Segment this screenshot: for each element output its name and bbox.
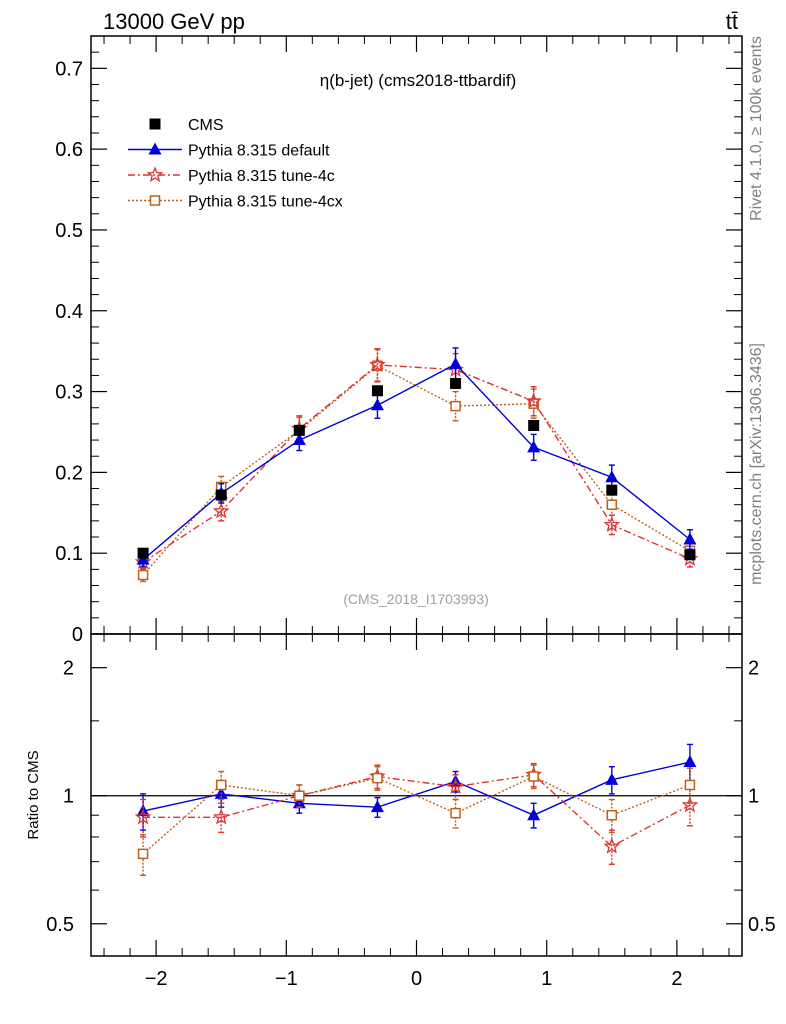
xtick-label: −1	[275, 968, 298, 990]
main-point	[369, 356, 386, 373]
xtick-label: 0	[411, 968, 422, 990]
main-point	[215, 489, 227, 501]
ratio-ytick-label-right: 1	[748, 786, 759, 808]
ratio-series	[134, 743, 699, 877]
xtick-label: 1	[541, 968, 552, 990]
ratio-point	[684, 779, 696, 791]
main-point	[212, 502, 230, 519]
main-ytick-label: 0.6	[55, 139, 83, 161]
ratio-series-triangle	[136, 743, 697, 831]
ratio-point	[606, 809, 618, 821]
ratio-point	[370, 800, 384, 813]
legend-label: Pythia 8.315 tune-4c	[188, 168, 335, 185]
main-ytick-label: 0.1	[55, 543, 83, 565]
main-point	[137, 569, 149, 581]
plot-title: η(b-jet) (cms2018-ttbardif)	[320, 71, 517, 90]
xtick-label: 2	[671, 968, 682, 990]
main-point	[293, 424, 305, 436]
ratio-point	[447, 777, 464, 794]
ratio-point	[294, 790, 305, 801]
ratio-ylabel: Ratio to CMS	[25, 750, 42, 839]
main-ytick-label: 0.3	[55, 382, 83, 404]
ratio-point	[605, 772, 619, 785]
main-point	[525, 392, 542, 409]
main-panel: 0 0.1 0.2 0.3 0.4 0.5 0.6 0.7 η(b-jet) (cms2018…	[55, 35, 743, 646]
ratio-point	[212, 808, 230, 825]
mcplots-side-label: mcplots.cern.ch [arXiv:1306.3436]	[748, 343, 765, 585]
ratio-point	[215, 779, 227, 791]
main-series-line	[142, 363, 691, 561]
ratio-point	[292, 796, 306, 809]
legend-marker	[149, 118, 161, 130]
main-ytick-label: 0.5	[55, 220, 83, 242]
legend-label: Pythia 8.315 tune-4cx	[188, 194, 343, 211]
ratio-point	[527, 808, 541, 821]
ratio-ytick-label: 2	[63, 658, 74, 680]
legend: CMS Pythia 8.315 default Pythia 8.315 tune…	[128, 117, 343, 211]
x-axis: −2 −1 0 1 2	[103, 634, 730, 990]
ratio-point	[137, 848, 149, 860]
ratio-point	[681, 796, 699, 813]
main-ytick-label: 0.4	[55, 301, 83, 323]
main-point	[137, 547, 149, 559]
main-ytick-label: 0	[72, 624, 83, 646]
header-right: tt̄	[726, 9, 738, 34]
main-point	[292, 433, 306, 446]
main-x-ticks	[103, 36, 730, 634]
ratio-ytick-label: 1	[63, 786, 74, 808]
header-left: 13000 GeV pp	[103, 9, 245, 34]
legend-label: CMS	[188, 117, 224, 134]
main-point	[606, 499, 618, 510]
main-series	[134, 347, 699, 583]
main-series-line	[142, 364, 691, 563]
legend-marker	[149, 195, 161, 206]
main-point	[603, 516, 621, 533]
main-point	[605, 470, 619, 483]
main-point	[683, 532, 697, 545]
main-point	[450, 400, 461, 412]
main-point	[528, 420, 540, 432]
main-point	[371, 385, 383, 397]
main-point	[449, 357, 463, 370]
main-ytick-label: 0.2	[55, 462, 83, 484]
main-point	[450, 377, 462, 389]
ratio-series-line	[142, 761, 691, 816]
ratio-point	[603, 837, 621, 854]
ratio-ytick-label-right: 0.5	[748, 914, 776, 936]
main-series-line	[142, 364, 691, 576]
ratio-point	[450, 807, 461, 819]
main-point	[527, 440, 541, 453]
xtick-label: −2	[145, 968, 168, 990]
ratio-point	[683, 755, 697, 768]
main-ytick-label: 0.7	[55, 58, 83, 80]
main-y-axis: 0 0.1 0.2 0.3 0.4 0.5 0.6 0.7	[55, 51, 742, 646]
ratio-point	[528, 771, 539, 782]
legend-marker	[146, 166, 164, 183]
ratio-series-open-square	[137, 764, 696, 877]
ratio-ytick-label-right: 2	[748, 658, 759, 680]
ratio-series-line	[143, 774, 691, 848]
rivet-side-label: Rivet 4.1.0, ≥ 100k events	[748, 36, 765, 221]
main-point	[370, 398, 384, 411]
ratio-series-line	[142, 775, 691, 855]
main-series-star	[134, 348, 699, 571]
main-series-square	[137, 377, 696, 561]
ratio-panel: 0.5 0.5 1 1 2 2 −2 −1 0 1 2 Ratio to CMS	[25, 633, 776, 990]
analysis-watermark: (CMS_2018_I1703993)	[343, 591, 489, 607]
main-point	[606, 484, 618, 496]
legend-label: Pythia 8.315 default	[188, 143, 330, 160]
ratio-point	[134, 808, 152, 825]
ratio-ytick-label: 0.5	[46, 914, 74, 936]
legend-marker	[148, 142, 162, 155]
ratio-point	[372, 772, 383, 784]
main-point	[684, 549, 696, 561]
